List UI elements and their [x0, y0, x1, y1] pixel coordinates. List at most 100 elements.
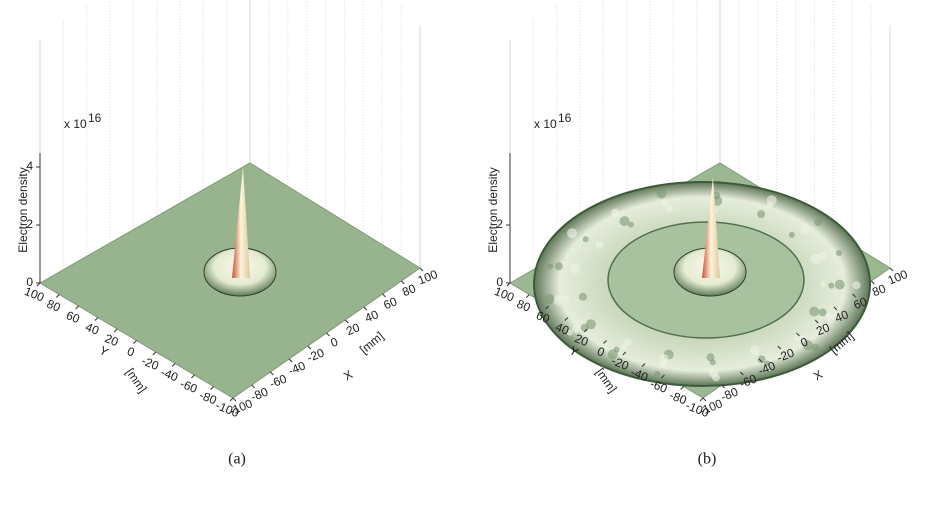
- z-exponent: 16: [558, 111, 572, 125]
- surface-texture: [566, 329, 573, 336]
- x-axis-label: X: [811, 367, 825, 383]
- y-tick: [75, 305, 79, 310]
- x-tick: [251, 384, 256, 389]
- surface-texture: [799, 223, 810, 234]
- x-tick-label: -20: [775, 345, 797, 365]
- surface-texture: [613, 346, 620, 353]
- surface-texture: [757, 355, 766, 364]
- y-tick-label: 40: [553, 320, 571, 338]
- y-tick-label: -80: [667, 388, 689, 408]
- y-tick-label: -40: [629, 365, 651, 385]
- x-tick-label: 0: [328, 334, 340, 350]
- x-tick: [232, 397, 237, 402]
- surface-texture: [578, 292, 587, 301]
- x-tick-label: 100: [416, 267, 440, 288]
- surface-texture: [708, 367, 719, 378]
- x-tick: [758, 358, 763, 363]
- y-tick: [229, 397, 234, 402]
- y-tick-label: -80: [197, 388, 219, 408]
- x-tick-label: -80: [719, 384, 741, 404]
- z-exponent: 16: [88, 111, 102, 125]
- y-tick-label: 60: [64, 308, 82, 326]
- y-tick: [191, 374, 195, 379]
- surface-texture: [818, 252, 827, 261]
- surface-texture: [571, 324, 580, 333]
- y-tick-label: -60: [648, 376, 670, 396]
- surface-texture: [809, 306, 820, 317]
- y-tick-label: 80: [45, 297, 63, 315]
- surface-texture: [819, 281, 826, 287]
- x-tick: [400, 280, 405, 285]
- y-tick-label: 20: [103, 331, 121, 349]
- x-tick-label: 20: [814, 320, 832, 338]
- x-tick: [889, 267, 894, 272]
- y-tick: [94, 317, 99, 321]
- x-tick: [363, 306, 368, 311]
- surface-texture: [825, 311, 834, 320]
- y-axis-unit: [mm]: [123, 366, 150, 396]
- x-tick: [270, 371, 274, 376]
- surface-texture: [757, 210, 766, 219]
- y-tick-label: 0: [595, 344, 607, 360]
- y-tick: [583, 328, 588, 333]
- surface-texture: [619, 216, 630, 227]
- caption: (a): [228, 451, 246, 468]
- surface-texture: [818, 308, 827, 317]
- surface-texture: [802, 340, 813, 351]
- x-tick-label: 60: [381, 294, 399, 312]
- surface-texture: [627, 221, 634, 228]
- surface-texture: [810, 253, 821, 264]
- x-axis-label: X: [341, 367, 355, 383]
- surface-texture: [623, 337, 632, 346]
- x-tick: [796, 332, 800, 337]
- y-tick-label: -60: [178, 376, 200, 396]
- x-tick-label: 60: [851, 294, 869, 312]
- surface-texture: [585, 319, 596, 330]
- x-tick-label: 40: [363, 307, 381, 325]
- surface-peak: [702, 177, 720, 278]
- y-tick: [171, 363, 176, 367]
- surface-texture: [835, 250, 842, 257]
- y-tick: [55, 294, 60, 298]
- y-tick-label: 0: [125, 344, 137, 360]
- surface-texture: [563, 294, 570, 301]
- surface-texture: [554, 262, 563, 271]
- surface-texture: [828, 282, 835, 289]
- x-tick: [777, 345, 782, 350]
- y-tick: [603, 340, 607, 344]
- surface-texture: [570, 263, 581, 274]
- y-tick: [210, 386, 215, 390]
- y-tick: [506, 282, 511, 287]
- y-tick: [622, 351, 627, 356]
- surface-peak: [232, 167, 250, 278]
- x-tick: [833, 306, 838, 311]
- surface-texture: [766, 202, 773, 209]
- x-tick-label: -80: [249, 384, 271, 404]
- surface-texture: [763, 360, 770, 367]
- surface-texture: [793, 334, 800, 341]
- x-tick-label: 100: [886, 267, 910, 288]
- z-tick-label: 4: [26, 159, 33, 173]
- y-tick: [152, 351, 157, 356]
- z-axis-label: Electron density: [486, 167, 500, 252]
- x-tick-label: -40: [286, 358, 308, 378]
- x-tick-label: -20: [305, 345, 327, 365]
- x-tick: [721, 384, 726, 389]
- surface-texture: [654, 370, 661, 377]
- y-tick: [36, 282, 41, 287]
- surface-texture: [750, 345, 761, 356]
- surface-texture: [553, 295, 564, 306]
- surface-texture: [658, 354, 669, 365]
- y-tick-label: 80: [515, 297, 533, 315]
- surface-texture: [834, 279, 845, 290]
- surface-texture: [567, 228, 578, 239]
- y-tick: [525, 294, 530, 298]
- surface-texture: [582, 236, 589, 243]
- x-tick-label: 80: [870, 281, 888, 299]
- y-tick: [113, 328, 118, 333]
- y-axis-label: Y: [97, 343, 111, 359]
- x-tick: [870, 280, 875, 285]
- x-tick: [419, 267, 424, 272]
